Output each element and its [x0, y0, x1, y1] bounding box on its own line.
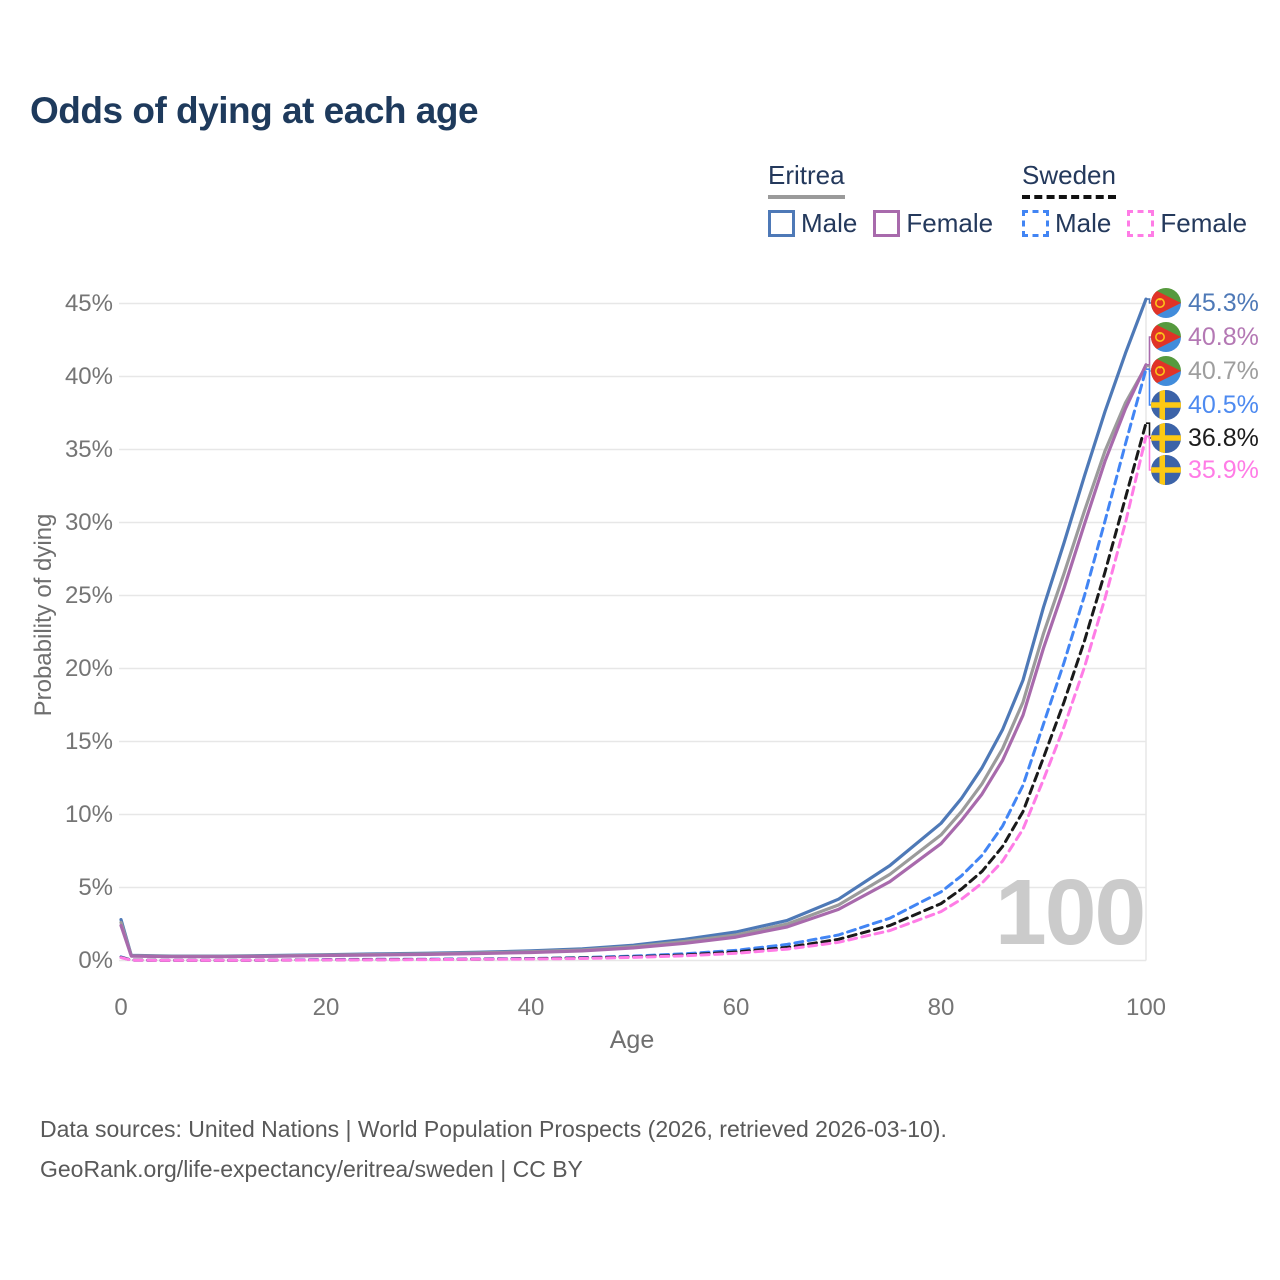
y-tick-label: 25% [64, 581, 113, 609]
eritrea-female-swatch-icon [873, 210, 901, 237]
eritrea-male-swatch-icon [768, 210, 795, 237]
legend-label: Male [1055, 208, 1112, 238]
legend-label: Male [801, 208, 858, 238]
x-tick-label: 80 [927, 994, 955, 1021]
sweden-male-swatch-icon [1022, 210, 1049, 237]
end-label-row: 40.8% [1151, 322, 1259, 352]
end-value: 40.7% [1188, 356, 1259, 385]
legend-item-eritrea-male[interactable]: Male [768, 208, 857, 239]
end-value: 36.8% [1188, 423, 1259, 452]
legend-item-sweden-female[interactable]: Female [1127, 208, 1247, 239]
sweden-female-swatch-icon [1127, 210, 1155, 237]
y-tick-label: 45% [64, 289, 113, 317]
legend-group-eritrea: Eritrea Male Female [768, 160, 993, 239]
series-line-sweden-persons[interactable] [119, 421, 1148, 962]
end-label-row: 40.5% [1151, 390, 1259, 420]
legend-label: Female [1160, 208, 1248, 238]
y-tick-label: 30% [64, 508, 113, 536]
x-tick-label: 40 [517, 994, 545, 1021]
x-tick-label: 100 [1125, 994, 1167, 1021]
eritrea-flag-icon [1151, 322, 1181, 352]
footer-attribution: GeoRank.org/life-expectancy/eritrea/swed… [40, 1156, 583, 1182]
legend-item-eritrea-female[interactable]: Female [873, 208, 993, 239]
series-line-eritrea-female[interactable] [119, 363, 1148, 959]
sweden-flag-icon [1151, 423, 1181, 453]
end-label-row: 45.3% [1151, 288, 1259, 318]
footer: Data sources: United Nations | World Pop… [40, 1109, 947, 1189]
y-tick-label: 5% [78, 873, 113, 901]
sweden-flag-icon [1151, 390, 1181, 420]
footer-data-sources: Data sources: United Nations | World Pop… [40, 1116, 947, 1142]
end-label-row: 40.7% [1151, 356, 1259, 386]
end-value: 40.8% [1188, 322, 1259, 351]
y-tick-label: 35% [64, 435, 113, 463]
y-tick-label: 40% [64, 362, 113, 390]
legend-country-sweden[interactable]: Sweden [1022, 160, 1116, 199]
y-tick-label: 15% [64, 727, 113, 755]
age-watermark: 100 [995, 860, 1146, 964]
legend-country-eritrea[interactable]: Eritrea [768, 160, 845, 199]
x-tick-label: 0 [114, 994, 128, 1021]
end-value: 40.5% [1188, 390, 1259, 419]
eritrea-flag-icon [1151, 288, 1181, 318]
sweden-flag-icon [1151, 455, 1181, 485]
x-tick-label: 20 [312, 994, 340, 1021]
y-tick-label: 10% [64, 800, 113, 828]
x-tick-label: 60 [722, 994, 750, 1021]
legend-label: Female [906, 208, 994, 238]
y-tick-label: 0% [78, 946, 113, 974]
y-axis-title: Probability of dying [30, 513, 57, 717]
end-value: 35.9% [1188, 455, 1259, 484]
series-line-eritrea-persons[interactable] [119, 364, 1148, 959]
y-tick-label: 20% [64, 654, 113, 682]
chart-title: Odds of dying at each age [30, 90, 479, 131]
end-value: 45.3% [1188, 288, 1259, 317]
end-label-row: 35.9% [1151, 455, 1259, 485]
legend-item-sweden-male[interactable]: Male [1022, 208, 1111, 239]
legend-group-sweden: Sweden Male Female [1022, 160, 1247, 239]
end-label-row: 36.8% [1151, 423, 1259, 453]
series-line-sweden-female[interactable] [119, 434, 1148, 962]
x-axis-title: Age [609, 1026, 655, 1054]
eritrea-flag-icon [1151, 356, 1181, 386]
